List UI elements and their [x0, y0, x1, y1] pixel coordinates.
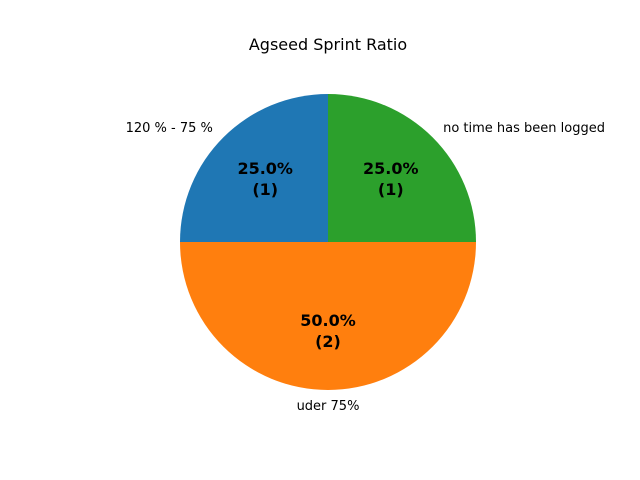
pie-slice-no-time-has-been-logged [328, 94, 476, 242]
slice-count-label: (1) [252, 180, 278, 199]
slice-count-label: (1) [378, 180, 404, 199]
slice-percent-label: 50.0% [300, 311, 356, 330]
chart-title: Agseed Sprint Ratio [249, 35, 407, 54]
slice-percent-label: 25.0% [237, 159, 293, 178]
slice-count-label: (2) [315, 332, 341, 351]
slice-category-label: no time has been logged [443, 121, 605, 136]
pie-slice-120-75 [180, 94, 328, 242]
slice-category-label: uder 75% [297, 399, 360, 414]
pie-slices [180, 94, 476, 390]
pie-slice-uder-75 [180, 242, 476, 390]
pie-labels: 120 % - 75 % 25.0% (1) uder 75% 50.0% (2) no t… [126, 121, 605, 414]
slice-percent-label: 25.0% [363, 159, 419, 178]
slice-category-label: 120 % - 75 % [126, 121, 213, 136]
